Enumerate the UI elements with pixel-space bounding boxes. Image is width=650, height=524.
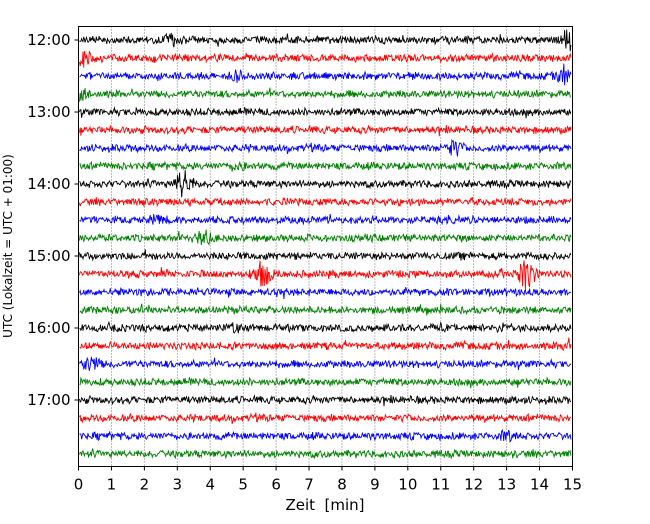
y-tick-label: 15:00 (27, 247, 70, 265)
trace-line (79, 87, 572, 102)
trace-line (79, 170, 572, 198)
x-tick-label: 3 (173, 476, 183, 494)
x-tick-label: 6 (271, 476, 281, 494)
x-tick-label: 9 (370, 476, 380, 494)
x-tick-label: 10 (398, 476, 417, 494)
trace-line (79, 303, 572, 316)
trace-line (79, 320, 572, 334)
x-axis-label: Zeit [min] (285, 496, 364, 514)
trace-line (79, 249, 572, 262)
seismic-traces (79, 29, 572, 460)
x-axis-ticks: 0 1 2 3 4 5 6 7 8 9 10 11 12 13 14 15 (74, 466, 582, 494)
x-tick-label: 4 (205, 476, 215, 494)
trace-line (79, 412, 572, 424)
trace-line (79, 138, 572, 157)
x-tick-label: 14 (530, 476, 549, 494)
trace-line (79, 394, 572, 407)
x-tick-label: 1 (107, 476, 117, 494)
plot-frame (78, 26, 573, 467)
y-tick-label: 16:00 (27, 319, 70, 337)
x-tick-label: 5 (238, 476, 248, 494)
y-tick-label: 13:00 (27, 103, 70, 121)
trace-line (79, 160, 572, 172)
trace-line (79, 356, 572, 371)
trace-line (79, 229, 572, 246)
x-tick-label: 8 (337, 476, 347, 494)
trace-line (79, 376, 572, 389)
x-tick-label: 7 (304, 476, 314, 494)
y-tick-label: 12:00 (27, 31, 70, 49)
y-tick-label: 17:00 (27, 391, 70, 409)
trace-line (79, 448, 572, 460)
trace-line (79, 428, 572, 443)
x-tick-label: 12 (464, 476, 483, 494)
y-tick-label: 14:00 (27, 175, 70, 193)
trace-line (79, 63, 572, 86)
trace-line (79, 50, 572, 68)
x-tick-label: 2 (140, 476, 150, 494)
trace-line (79, 337, 572, 352)
x-tick-label: 11 (431, 476, 450, 494)
x-tick-label: 13 (497, 476, 516, 494)
y-axis-ticks: 12:00 13:00 14:00 15:00 16:00 17:00 (27, 31, 79, 409)
trace-line (79, 124, 572, 137)
trace-line (79, 29, 572, 52)
trace-line (79, 106, 572, 119)
trace-line (79, 213, 572, 226)
trace-line (79, 196, 572, 208)
trace-line (79, 260, 572, 291)
y-axis-label: UTC (Lokalzeit = UTC + 01:00) (1, 154, 15, 338)
x-tick-label: 15 (563, 476, 582, 494)
trace-line (79, 286, 572, 299)
x-tick-label: 0 (74, 476, 84, 494)
grid-lines (111, 26, 540, 467)
